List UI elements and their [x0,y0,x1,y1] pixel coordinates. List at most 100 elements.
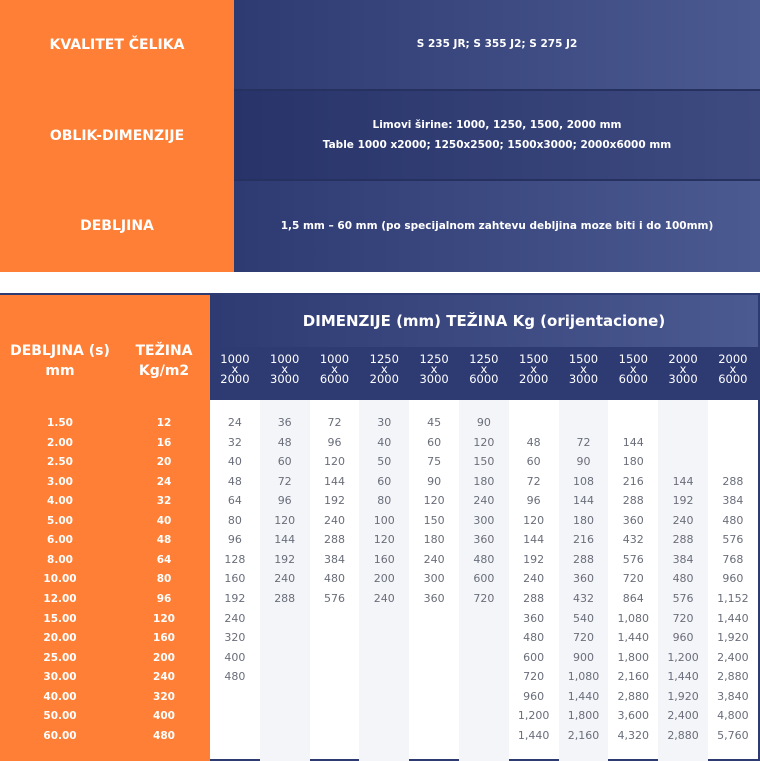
weight-cell: 1,440 [617,631,650,645]
weight-cell: 96 [526,494,541,508]
thickness-cell: 2.00 [47,436,73,449]
weight-cell: 600 [523,650,545,664]
column-header: 1000 x 6000 [319,352,350,386]
weight-cell: 120 [323,455,345,469]
spec-line: Limovi širine: 1000, 1250, 1500, 2000 mm [372,118,622,131]
column-header: 1250 x 6000 [469,352,499,386]
weight-cell [359,649,409,667]
spec-line: S 235 JR; S 355 J2; S 275 J2 [416,38,578,51]
weight-cell [459,610,509,628]
weight-cell: 1,440 [717,611,749,625]
weight-cell: 40 [227,455,242,469]
weight-cell: 1,200 [517,709,550,723]
weight-cell: 768 [722,552,744,566]
weight-cell: 360 [423,592,445,606]
weight-cell: 480 [224,670,246,684]
weight-cell: 960 [672,631,694,645]
weight-cell [359,727,409,745]
weight-cell: 1,152 [717,592,749,606]
weight-cell: 4,800 [717,709,749,723]
weight-cell [310,629,360,647]
weight-cell: 120 [423,494,445,508]
weight-cell: 96 [227,533,242,547]
weight-cell [459,707,509,725]
thickness-cell: 30.00 [43,671,77,684]
weight-cell: 144 [672,474,694,488]
weight-cell: 45 [427,416,442,429]
weight-cell [359,629,409,647]
weight-cell: 360 [622,513,644,527]
weight-cell: 1,920 [717,631,749,645]
weight-cell: 720 [672,611,694,625]
thickness-cell: 15.00 [43,612,77,625]
weight-cell: 240 [274,572,296,586]
weight-cell: 288 [572,552,594,566]
weight-cell [260,707,310,725]
weight-cell: 540 [572,611,594,625]
weight-cell: 288 [722,474,744,488]
weight-cell: 240 [473,494,495,508]
weight-cell: 200 [373,572,395,586]
weight-cell [409,629,459,647]
weight-cell: 60 [427,435,442,449]
data-column: 48 60 72 96 120 144 192 240 288 360 480 600 720 960 1,… [509,400,559,761]
data-column: 36 48 60 72 96 120 144 192 240 288 [259,400,310,761]
weight-cell [310,688,360,706]
weight-cell: 192 [274,552,296,566]
weight-cell: 2,400 [667,709,699,723]
weight-cell: 3,600 [617,709,650,723]
weight-cell [409,688,459,706]
weight-cell: 240 [423,552,445,566]
weight-cell [310,610,360,628]
weight-cell [210,707,260,725]
weight-cell: 576 [672,592,694,606]
weight-cell: 90 [427,474,442,488]
weight-cell: 2,880 [617,689,650,703]
weight-cell: 960 [523,689,545,703]
weight-per-m2-cell: 12 [156,417,172,429]
weight-cell [708,434,758,452]
weight-cell: 480 [722,513,744,527]
weight-cell: 432 [622,533,644,547]
weight-cell: 300 [423,572,445,586]
data-column: 30 40 50 60 80 100 120 160 200 240 [359,400,410,761]
weight-cell: 72 [327,416,342,429]
weight-cell [559,414,609,432]
weight-per-m2-cell: 48 [156,534,172,547]
spec-value: Limovi širine: 1000, 1250, 1500, 2000 mm… [234,90,760,182]
weight-cell: 96 [327,435,342,449]
weight-cell: 288 [523,592,545,606]
steel-specs-table: KVALITET ČELIKA OBLIK-DIMENZIJE DEBLJINA… [0,0,760,272]
weight-cell: 120 [274,513,296,527]
spec-value: S 235 JR; S 355 J2; S 275 J2 [234,0,760,91]
thickness-cell: 25.00 [43,651,77,664]
weight-cell [310,707,360,725]
weight-cell: 100 [373,513,395,527]
weight-cell [359,688,409,706]
weight-cell: 192 [672,494,694,508]
weight-cell: 3,840 [717,689,749,703]
spec-value: 1,5 mm – 60 mm (po specijalnom zahtevu d… [234,181,760,272]
weight-cell: 60 [377,474,392,488]
column-header: 1250 x 3000 [419,352,449,386]
weight-cell: 180 [622,455,644,469]
weight-cell [260,668,310,686]
thickness-cell: 1.50 [47,417,73,429]
weight-cell: 80 [377,494,392,508]
weight-cell: 4,320 [617,728,650,742]
data-column: 144 192 240 288 384 480 576 720 960 1,200 1,440 1,9… [658,400,708,761]
weight-per-m2-cell: 160 [153,632,175,645]
weight-cell: 384 [323,552,345,566]
weight-per-m2-cell: 200 [153,651,175,664]
column-header: 2000 x 3000 [668,352,698,386]
weight-cell: 320 [224,631,246,645]
thickness-cell: 8.00 [47,553,73,566]
column-header: 1000 x 3000 [270,352,300,386]
weight-cell: 2,880 [667,728,699,742]
weight-cell [210,688,260,706]
table-body: 24 32 40 48 64 80 96 128 160 192 240 320 400 480 36 48 6… [210,400,758,761]
weight-cell: 720 [572,631,594,645]
thickness-cell: 6.00 [47,534,73,547]
data-column: 72 90 108 144 180 216 288 360 432 540 720 900 1,080 1… [558,400,609,761]
data-column: 144 180 216 288 360 432 576 720 864 1,080 1,440 1,8… [608,400,658,761]
